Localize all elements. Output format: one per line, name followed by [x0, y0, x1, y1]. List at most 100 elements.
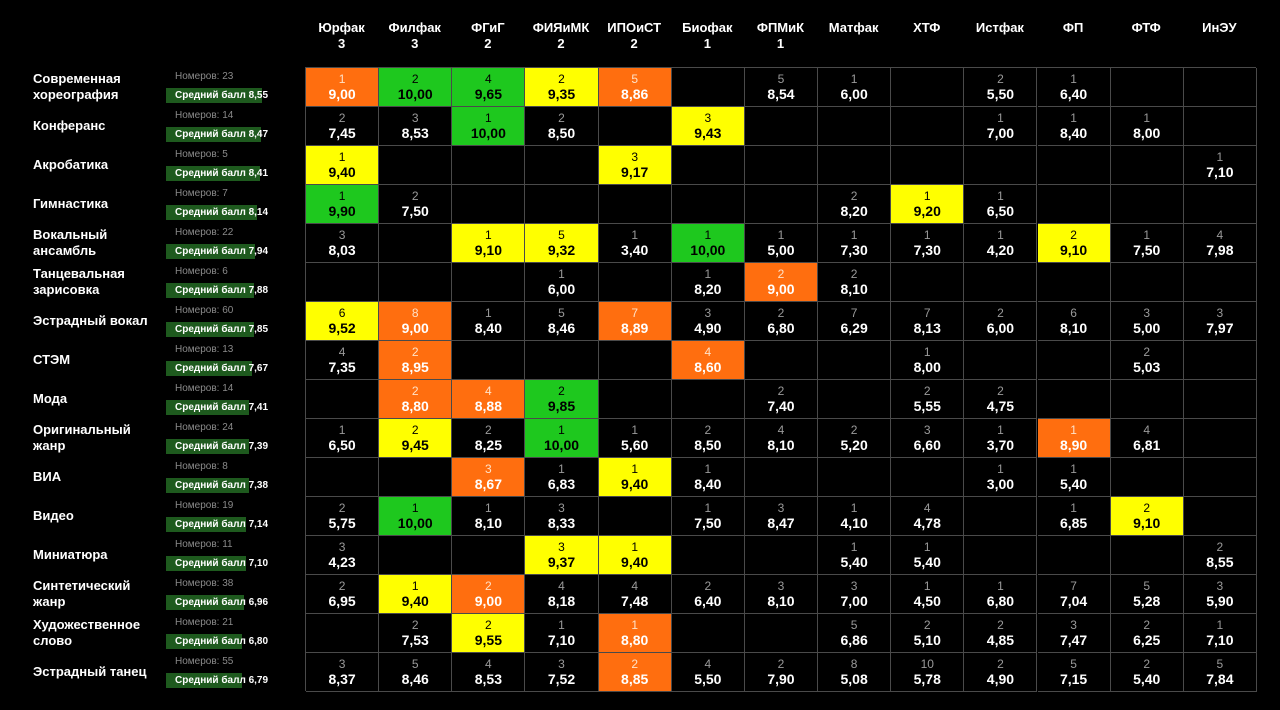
- cell-score: 8,90: [1059, 437, 1088, 453]
- score-cell: 2 9,55: [452, 614, 526, 653]
- score-cell: 5 7,84: [1183, 653, 1257, 692]
- cell-count: 2: [997, 384, 1004, 398]
- cell-count: 3: [777, 501, 785, 515]
- score-cell: [598, 497, 672, 536]
- faculty-header: ФПМиК 1: [744, 20, 817, 62]
- cell-score: 5,10: [913, 632, 941, 648]
- entries-count: Номеров: 14: [175, 110, 234, 121]
- cell-count: 1: [997, 579, 1004, 593]
- score-cell: 7 8,13: [891, 302, 965, 341]
- cell-count: 8: [850, 657, 858, 671]
- faculty-number: 1: [776, 36, 785, 51]
- average-score-bar: [166, 205, 257, 220]
- score-cell: 2 8,25: [452, 419, 526, 458]
- score-cell: 7 7,04: [1037, 575, 1111, 614]
- cell-score: 7,48: [621, 593, 649, 609]
- score-cell: [1110, 263, 1184, 302]
- faculty-header: ИПОиСТ 2: [598, 20, 671, 62]
- cell-count: 2: [777, 306, 785, 320]
- score-cell: 4 8,88: [452, 380, 526, 419]
- cell-score: 6,81: [1133, 437, 1161, 453]
- score-cell: 1 8,80: [598, 614, 672, 653]
- score-cell: 2 9,00: [452, 575, 526, 614]
- score-cell: 1 6,85: [1037, 497, 1111, 536]
- cell-count: 5: [850, 618, 858, 632]
- cell-score: 7,50: [401, 203, 429, 219]
- faculty-name: ИПОиСТ: [607, 20, 662, 35]
- cell-count: 6: [338, 306, 346, 320]
- cell-count: 1: [338, 150, 346, 164]
- faculty-header: Биофак 1: [671, 20, 744, 62]
- score-cell: 2 9,35: [525, 68, 599, 107]
- average-score-label: Средний балл 7,14: [175, 519, 269, 530]
- entries-count: Номеров: 13: [175, 344, 234, 355]
- cell-count: 4: [923, 501, 931, 515]
- cell-count: 1: [411, 579, 419, 593]
- cell-count: 5: [1143, 579, 1151, 593]
- cell-score: 7,30: [840, 242, 868, 258]
- score-cell: 8 5,08: [818, 653, 892, 692]
- score-cell: [306, 263, 380, 302]
- score-cell: [744, 614, 819, 653]
- cell-score: 9,45: [401, 437, 429, 453]
- cell-count: 3: [1143, 306, 1151, 320]
- score-cell: [1037, 185, 1111, 224]
- cell-score: 6,50: [328, 437, 356, 453]
- score-cell: 2 8,50: [671, 419, 745, 458]
- score-cell: [744, 458, 819, 497]
- cell-score: 8,85: [621, 671, 649, 687]
- score-cell: [1183, 497, 1257, 536]
- cell-count: 4: [485, 72, 492, 86]
- score-cell: 1 6,40: [1037, 68, 1111, 107]
- score-cell: 1 8,40: [671, 458, 745, 497]
- cell-score: 9,43: [694, 125, 722, 141]
- score-cell: 1 5,60: [598, 419, 672, 458]
- score-cell: 1 7,10: [525, 614, 599, 653]
- entries-count: Номеров: 11: [175, 539, 233, 550]
- category-label: Современная хореография: [33, 70, 121, 102]
- average-score-label: Средний балл 8,14: [175, 207, 269, 218]
- cell-score: 9,40: [328, 164, 356, 180]
- score-cell: 1 10,00: [379, 497, 453, 536]
- score-cell: [379, 263, 453, 302]
- faculty-header: ХТФ: [890, 20, 963, 62]
- score-cell: 3 8,37: [306, 653, 380, 692]
- score-cell: 7 8,89: [598, 302, 672, 341]
- score-cell: [1183, 341, 1257, 380]
- cell-score: 5,08: [840, 671, 868, 687]
- score-cell: [964, 341, 1038, 380]
- cell-count: 1: [850, 72, 858, 86]
- cell-count: 3: [777, 579, 785, 593]
- cell-count: 2: [777, 267, 785, 281]
- cell-count: 7: [850, 306, 858, 320]
- score-cell: 3 9,37: [525, 536, 599, 575]
- score-cell: 3 8,33: [525, 497, 599, 536]
- cell-count: 2: [997, 306, 1004, 320]
- cell-count: 3: [850, 579, 858, 593]
- average-score-bar: [166, 88, 262, 103]
- average-score-label: Средний балл 7,88: [175, 285, 269, 296]
- cell-count: 2: [485, 423, 492, 437]
- cell-score: 10,00: [543, 437, 580, 453]
- score-cell: [891, 107, 965, 146]
- cell-count: 1: [338, 423, 346, 437]
- cell-score: 4,75: [986, 398, 1015, 414]
- cell-score: 4,20: [986, 242, 1015, 258]
- score-cell: [1183, 380, 1257, 419]
- cell-score: 8,86: [621, 86, 649, 102]
- category-label: Художественное слово: [33, 616, 141, 648]
- cell-count: 1: [850, 540, 858, 554]
- entries-count: Номеров: 8: [175, 461, 228, 472]
- score-cell: 2 4,85: [964, 614, 1038, 653]
- cell-count: 1: [997, 189, 1004, 203]
- average-score-bar: [166, 127, 261, 142]
- score-cell: [891, 263, 965, 302]
- cell-count: 2: [923, 384, 931, 398]
- cell-count: 4: [485, 384, 492, 398]
- cell-score: 10,00: [397, 86, 433, 102]
- score-cell: 1 3,40: [598, 224, 672, 263]
- score-cell: 1 7,00: [964, 107, 1038, 146]
- category-label: Оригинальный жанр: [33, 421, 131, 453]
- score-cell: 1 10,00: [525, 419, 599, 458]
- entries-count: Номеров: 23: [175, 71, 234, 82]
